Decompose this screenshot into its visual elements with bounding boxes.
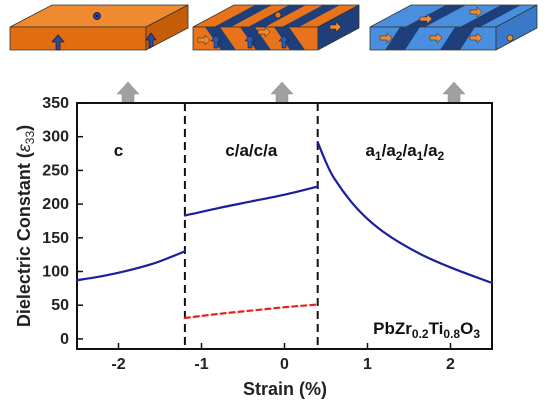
x-axis-title: Strain (%) [243,379,327,399]
x-axis: -2 -1 0 1 2 [111,343,455,373]
phase-boundaries [183,103,319,349]
y-axis: 0 50 100 150 200 250 300 350 [42,95,83,348]
up-arrow-icon [270,81,294,104]
up-arrow-icon [442,81,466,104]
y-tick-label: 100 [42,263,69,280]
region-label-caca: c/a/c/a [225,141,278,160]
up-arrow-icon [116,81,140,104]
y-tick-label: 300 [42,129,69,146]
x-tick-label: -1 [194,356,208,373]
series-line-1 [75,250,186,282]
region-labels: c c/a/c/a a1/a2/a1/a2 [114,141,445,163]
series-layer [75,140,494,320]
region-label-c: c [114,141,123,160]
x-tick-label: 0 [280,356,289,373]
y-tick-label: 150 [42,230,69,247]
y-tick-label: 50 [51,297,69,314]
material-formula: PbZr0.2Ti0.8O3 [373,319,480,341]
x-tick-label: -2 [111,356,125,373]
series-line-4 [316,140,494,285]
x-tick-label: 1 [363,356,372,373]
schematic-caca-domain [192,4,360,51]
schematic-a1a2-domain [369,4,538,51]
series-line-2 [183,185,319,217]
y-tick-label: 250 [42,162,69,179]
y-tick-label: 0 [60,331,69,348]
y-axis-title: Dielectric Constant (ε33) [14,125,37,327]
series-line-3 [183,303,319,320]
y-tick-label: 200 [42,196,69,213]
region-label-a1a2: a1/a2/a1/a2 [365,141,444,163]
y-tick-label: 350 [42,95,69,112]
schematic-c-domain [9,4,189,51]
plot-frame [76,102,493,350]
x-tick-label: 2 [446,356,455,373]
plot-area: 0 50 100 150 200 250 300 350 -2 -1 0 1 2 c c/a/c/a … [42,95,494,373]
